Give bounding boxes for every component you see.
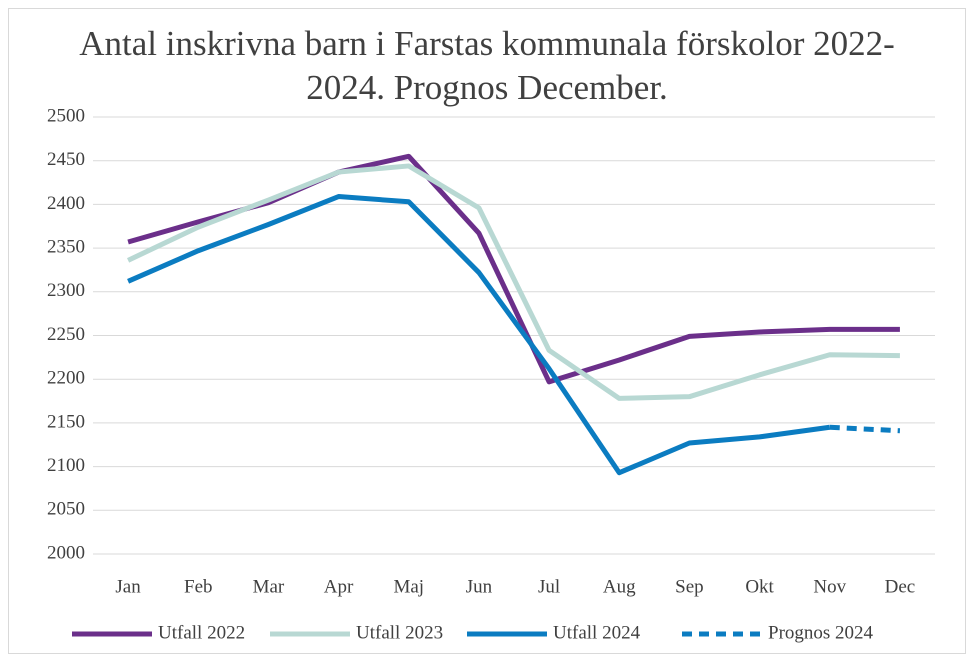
line-series (127, 163, 900, 401)
y-tick-label: 2050 (47, 499, 85, 520)
y-tick-label: 2100 (47, 455, 85, 476)
x-tick-label: Mar (253, 576, 285, 597)
y-tick-label: 2450 (47, 149, 85, 170)
x-tick-label: Aug (603, 576, 636, 597)
chart-title: Antal inskrivna barn i Farstas kommunala… (79, 24, 895, 107)
x-tick-label: Jul (538, 576, 560, 597)
chart-border (8, 8, 966, 654)
y-tick-label: 2300 (47, 280, 85, 301)
x-tick-label: Jan (115, 576, 141, 597)
y-tick-label: 2200 (47, 368, 85, 389)
legend-label: Utfall 2022 (158, 622, 245, 643)
legend-label: Utfall 2023 (356, 622, 443, 643)
line-series (127, 153, 900, 385)
y-tick-label: 2350 (47, 236, 85, 257)
line-series (829, 424, 901, 434)
y-tick-label: 2150 (47, 411, 85, 432)
x-tick-label: Maj (393, 576, 424, 597)
y-tick-label: 2250 (47, 324, 85, 345)
x-tick-label: Feb (184, 576, 213, 597)
x-tick-label: Dec (885, 576, 916, 597)
x-tick-label: Jun (466, 576, 493, 597)
x-tick-label: Sep (675, 576, 704, 597)
legend-label: Prognos 2024 (768, 622, 874, 643)
line-series (127, 194, 831, 476)
y-tick-label: 2000 (47, 542, 85, 563)
y-tick-label: 2500 (47, 105, 85, 126)
x-tick-label: Okt (745, 576, 774, 597)
x-tick-label: Apr (324, 576, 354, 597)
y-tick-label: 2400 (47, 193, 85, 214)
x-tick-label: Nov (813, 576, 846, 597)
legend-label: Utfall 2024 (553, 622, 641, 643)
